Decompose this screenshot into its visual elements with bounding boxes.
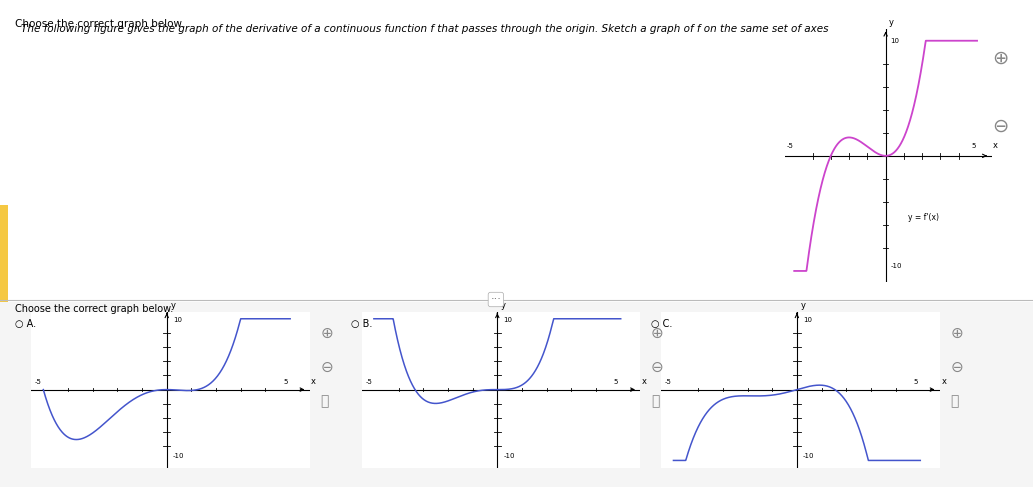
Text: -10: -10 xyxy=(173,453,185,459)
Text: ⊖: ⊖ xyxy=(992,117,1008,136)
Text: ○ B.: ○ B. xyxy=(351,319,373,329)
Text: ⊕: ⊕ xyxy=(950,326,963,341)
Text: 10: 10 xyxy=(803,318,812,323)
Text: -5: -5 xyxy=(35,379,41,385)
Text: y: y xyxy=(801,301,806,310)
Text: 5: 5 xyxy=(283,379,287,385)
Text: 5: 5 xyxy=(913,379,917,385)
Text: -5: -5 xyxy=(665,379,671,385)
Text: ○ A.: ○ A. xyxy=(15,319,36,329)
Text: 5: 5 xyxy=(614,379,618,385)
Text: -5: -5 xyxy=(366,379,372,385)
Text: 5: 5 xyxy=(971,143,975,149)
Text: ⊖: ⊖ xyxy=(950,360,963,375)
Text: 10: 10 xyxy=(890,38,899,44)
Text: y: y xyxy=(501,301,506,310)
Text: ⊕: ⊕ xyxy=(992,49,1008,68)
Text: x: x xyxy=(641,377,647,386)
Text: ⧉: ⧉ xyxy=(320,394,328,409)
Text: The following figure gives the graph of the derivative of a continuous function : The following figure gives the graph of … xyxy=(21,24,828,35)
Text: -10: -10 xyxy=(890,262,902,269)
Text: ···: ··· xyxy=(491,295,501,304)
Text: ⊕: ⊕ xyxy=(320,326,333,341)
Text: 10: 10 xyxy=(503,318,512,323)
Text: x: x xyxy=(941,377,946,386)
Text: x: x xyxy=(311,377,316,386)
Text: Choose the correct graph below.: Choose the correct graph below. xyxy=(15,19,185,30)
Text: -10: -10 xyxy=(803,453,815,459)
Text: 10: 10 xyxy=(173,318,182,323)
Text: y: y xyxy=(170,301,176,310)
Text: ⊖: ⊖ xyxy=(651,360,663,375)
Text: -5: -5 xyxy=(787,143,794,149)
Text: y = f'(x): y = f'(x) xyxy=(908,213,939,223)
Text: ○ C.: ○ C. xyxy=(651,319,672,329)
Text: -10: -10 xyxy=(503,453,515,459)
Text: ⧉: ⧉ xyxy=(651,394,659,409)
Text: ⊖: ⊖ xyxy=(320,360,333,375)
Text: ⧉: ⧉ xyxy=(950,394,959,409)
Text: x: x xyxy=(993,141,998,150)
Text: Choose the correct graph below.: Choose the correct graph below. xyxy=(15,304,174,315)
Text: ⊕: ⊕ xyxy=(651,326,663,341)
Text: y: y xyxy=(888,18,894,27)
